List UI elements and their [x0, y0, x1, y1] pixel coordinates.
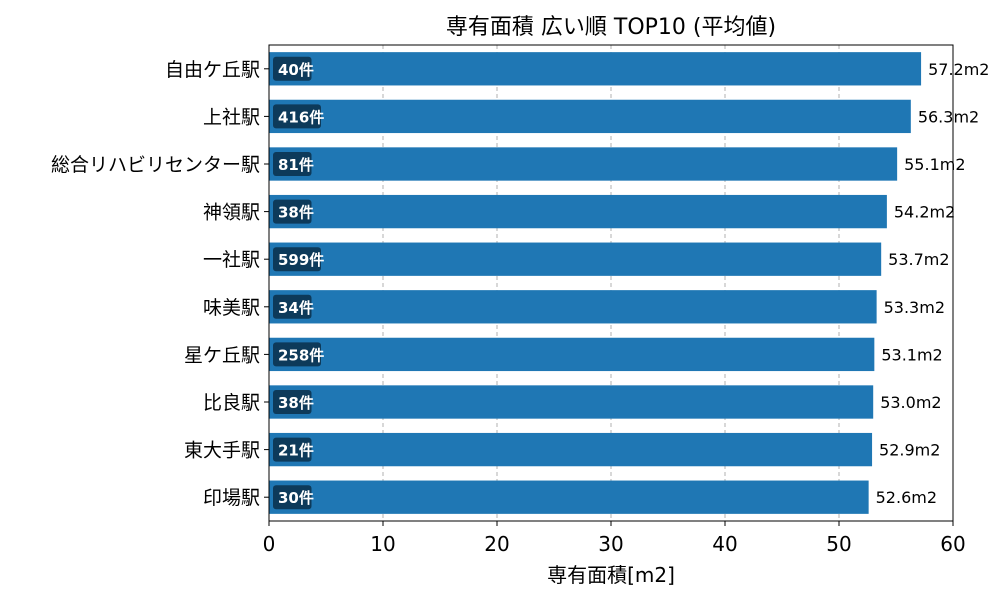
bar	[269, 194, 887, 229]
x-axis-label: 専有面積[m2]	[547, 563, 675, 587]
x-tick-label: 20	[484, 532, 509, 556]
bars: 57.2m2 40件 56.3m2 416件 55.1m2 81件 54.2m2 38件 53.…	[269, 52, 989, 514]
x-tick-label: 30	[598, 532, 623, 556]
count-badge	[273, 152, 312, 176]
x-tick-label: 50	[826, 532, 851, 556]
y-category-label: 上社駅	[203, 106, 260, 128]
bar-value-label: 52.9m2	[879, 441, 940, 460]
count-label: 38件	[278, 394, 314, 412]
bar-value-label: 53.7m2	[888, 250, 949, 269]
bar	[269, 480, 869, 514]
count-label: 81件	[278, 156, 314, 174]
x-tick-label: 10	[370, 532, 395, 556]
count-label: 38件	[278, 204, 314, 222]
y-category-label: 味美駅	[203, 297, 260, 319]
y-category-label: 一社駅	[203, 249, 260, 271]
count-badge	[273, 294, 312, 319]
bar	[269, 432, 873, 467]
bar-value-label: 53.1m2	[881, 345, 942, 364]
count-badge	[273, 342, 321, 367]
bar-value-label: 54.2m2	[894, 203, 955, 222]
x-tick-label: 60	[940, 532, 965, 556]
plot-frame	[268, 44, 954, 522]
bar-value-label: 55.1m2	[904, 155, 965, 174]
y-category-label: 神領駅	[203, 202, 260, 224]
y-category-label: 総合リハビリセンター駅	[51, 154, 260, 176]
bar-value-label: 53.0m2	[880, 393, 941, 412]
x-ticks: 0 10 20 30 40 50 60	[263, 521, 966, 556]
y-category-label: 印場駅	[203, 487, 260, 509]
bar	[269, 99, 911, 134]
count-badge	[273, 199, 312, 224]
count-label: 30件	[278, 489, 314, 507]
bar-value-label: 56.3m2	[918, 107, 979, 126]
y-category-labels: 自由ケ丘駅上社駅総合リハビリセンター駅神領駅一社駅味美駅星ケ丘駅比良駅東大手駅印…	[51, 59, 269, 509]
bar	[269, 385, 874, 419]
bar	[269, 242, 882, 276]
count-badge	[273, 104, 321, 129]
bar	[269, 52, 922, 86]
y-category-label: 星ケ丘駅	[184, 344, 260, 366]
count-label: 40件	[278, 61, 314, 79]
x-tick-label: 40	[712, 532, 737, 556]
chart-title: 専有面積 広い順 TOP10 (平均値)	[446, 15, 776, 40]
count-label: 258件	[278, 346, 324, 364]
count-label: 599件	[278, 251, 324, 269]
count-badge	[273, 437, 312, 462]
count-badge	[273, 247, 321, 272]
bar-value-label: 52.6m2	[876, 488, 937, 507]
count-badge	[273, 485, 312, 510]
y-category-label: 東大手駅	[184, 440, 260, 462]
x-tick-label: 0	[263, 532, 276, 556]
bar	[269, 337, 875, 372]
y-category-label: 自由ケ丘駅	[165, 59, 260, 81]
count-label: 416件	[278, 108, 324, 126]
bar-value-label: 57.2m2	[928, 60, 989, 79]
count-badge	[273, 390, 312, 414]
count-badge	[273, 56, 312, 81]
count-label: 34件	[278, 299, 314, 317]
bar	[269, 147, 898, 181]
bar-value-label: 53.3m2	[884, 298, 945, 317]
count-label: 21件	[278, 442, 314, 460]
bar	[269, 290, 877, 324]
y-category-label: 比良駅	[203, 392, 260, 414]
